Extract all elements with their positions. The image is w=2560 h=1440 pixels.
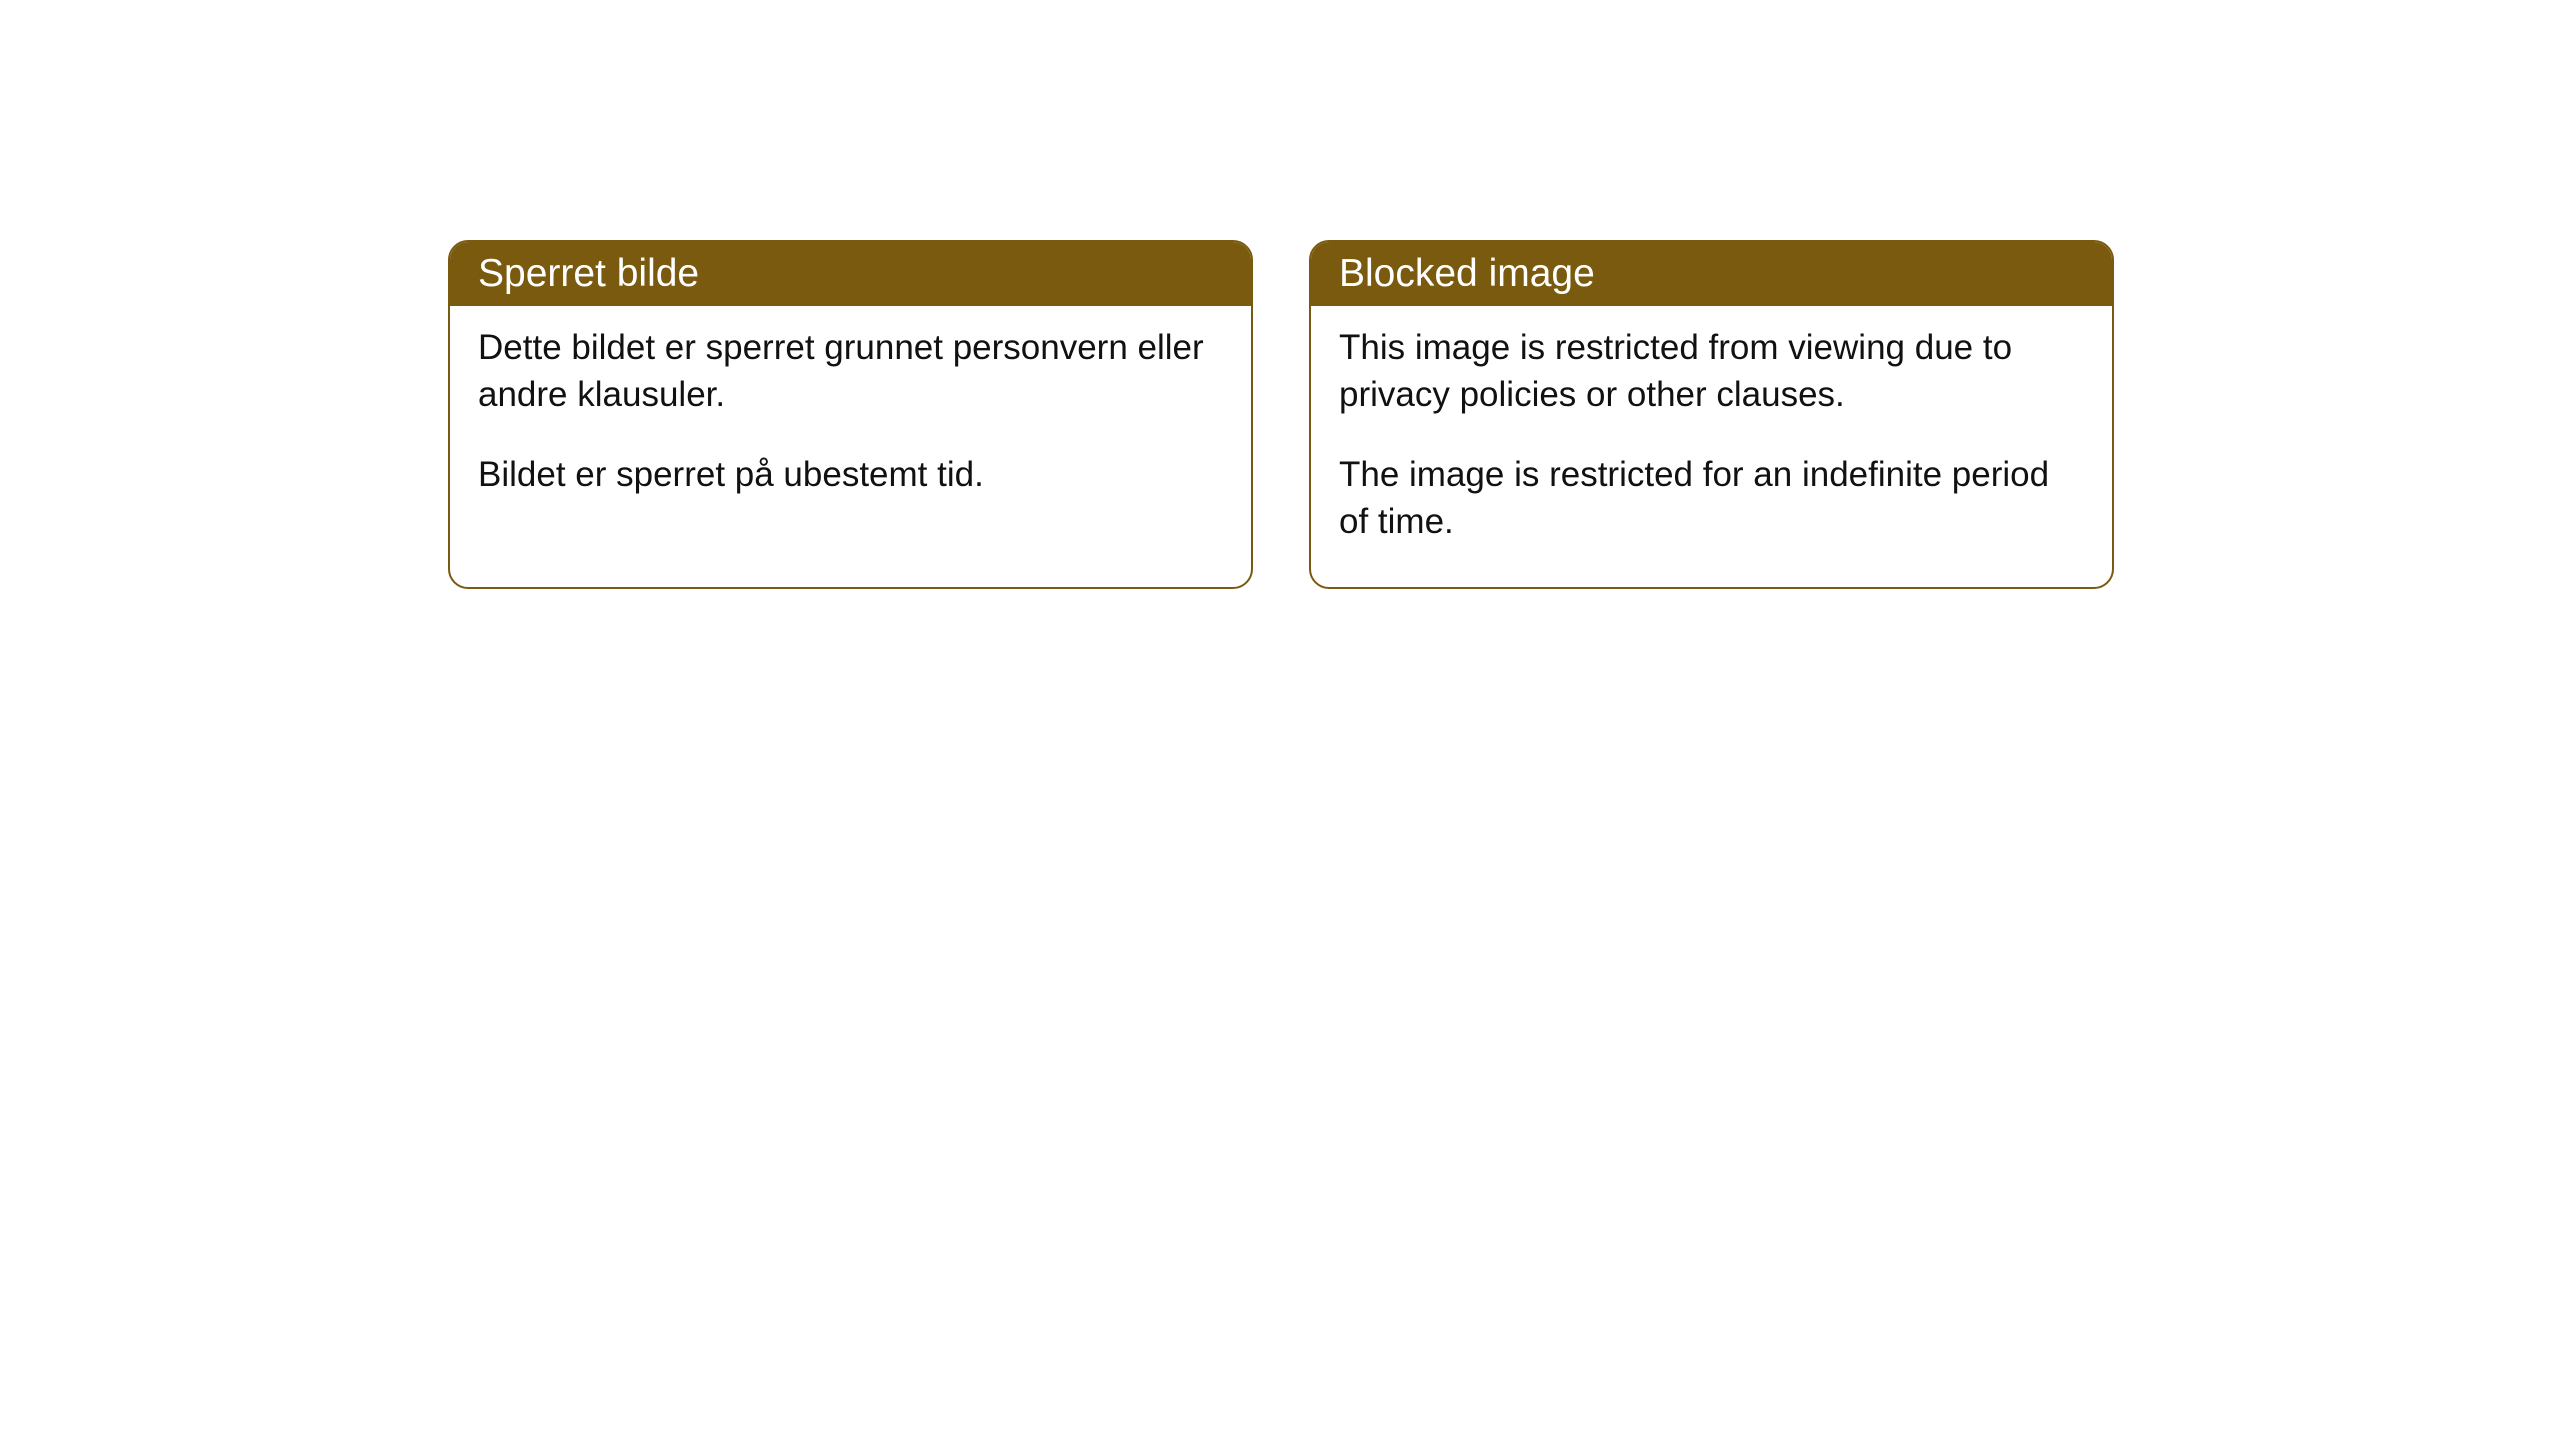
card-body-en: This image is restricted from viewing du… [1311, 306, 2112, 587]
card-header-en: Blocked image [1311, 242, 2112, 306]
blocked-image-card-en: Blocked image This image is restricted f… [1309, 240, 2114, 589]
card-header-no: Sperret bilde [450, 242, 1251, 306]
blocked-image-card-no: Sperret bilde Dette bildet er sperret gr… [448, 240, 1253, 589]
card-text-no-2: Bildet er sperret på ubestemt tid. [478, 451, 1223, 498]
card-text-en-1: This image is restricted from viewing du… [1339, 324, 2084, 419]
card-text-no-1: Dette bildet er sperret grunnet personve… [478, 324, 1223, 419]
card-text-en-2: The image is restricted for an indefinit… [1339, 451, 2084, 546]
notice-cards-container: Sperret bilde Dette bildet er sperret gr… [0, 0, 2560, 589]
card-body-no: Dette bildet er sperret grunnet personve… [450, 306, 1251, 540]
